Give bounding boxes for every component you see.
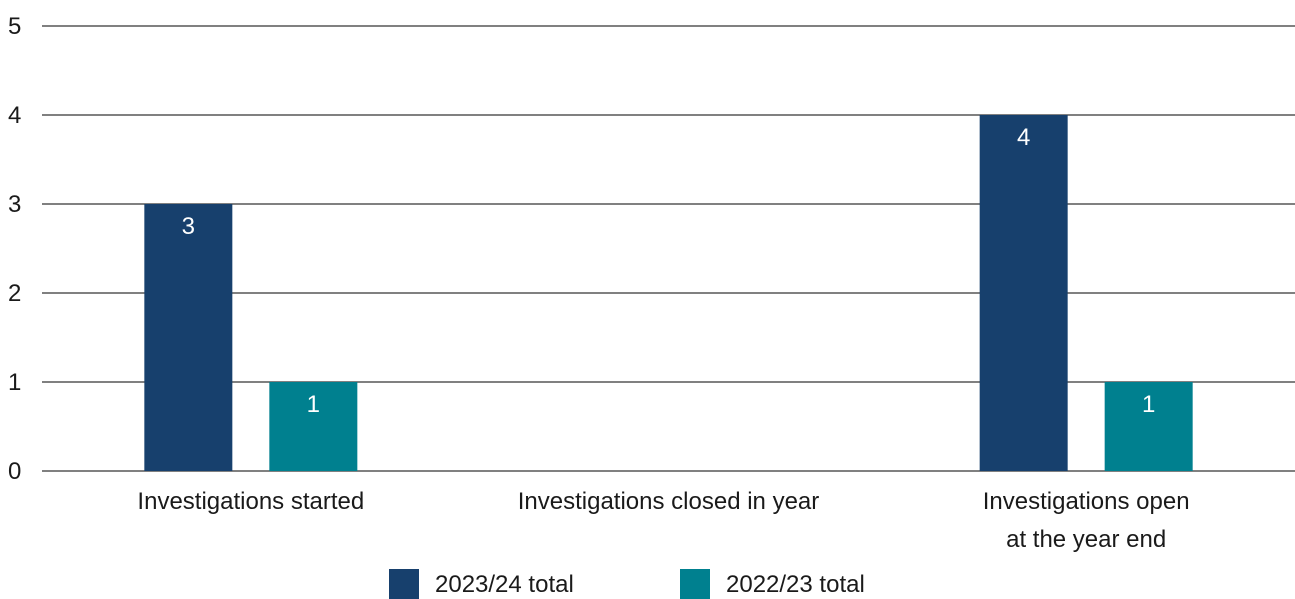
data-label: 3 — [182, 213, 195, 240]
x-category-label: Investigations started — [137, 488, 364, 515]
data-label: 1 — [307, 391, 320, 418]
legend: 2023/24 total 2022/23 total — [389, 569, 865, 599]
bar — [144, 204, 233, 471]
data-label: 4 — [1017, 124, 1030, 151]
y-tick-label: 0 — [8, 458, 21, 485]
y-tick-label: 1 — [8, 369, 21, 396]
legend-label: 2023/24 total — [435, 571, 574, 598]
bars — [144, 115, 1193, 471]
legend-label: 2022/23 total — [726, 571, 865, 598]
y-tick-label: 4 — [8, 102, 21, 129]
y-tick-label: 5 — [8, 13, 21, 40]
data-label: 1 — [1142, 391, 1155, 418]
legend-swatch — [680, 569, 710, 599]
x-category-label: Investigations closed in year — [518, 488, 820, 515]
y-axis-ticks: 0 1 2 3 4 5 — [8, 13, 21, 485]
x-category-label: Investigations open — [983, 488, 1190, 515]
x-axis-category-labels: Investigations started Investigations clo… — [137, 488, 1189, 553]
bar — [979, 115, 1068, 471]
x-category-label: at the year end — [1006, 526, 1166, 553]
bar — [1104, 382, 1193, 471]
y-tick-label: 2 — [8, 280, 21, 307]
legend-swatch — [389, 569, 419, 599]
bar — [269, 382, 358, 471]
gridlines — [42, 25, 1295, 472]
y-tick-label: 3 — [8, 191, 21, 218]
data-labels: 3 1 4 1 — [182, 124, 1156, 418]
